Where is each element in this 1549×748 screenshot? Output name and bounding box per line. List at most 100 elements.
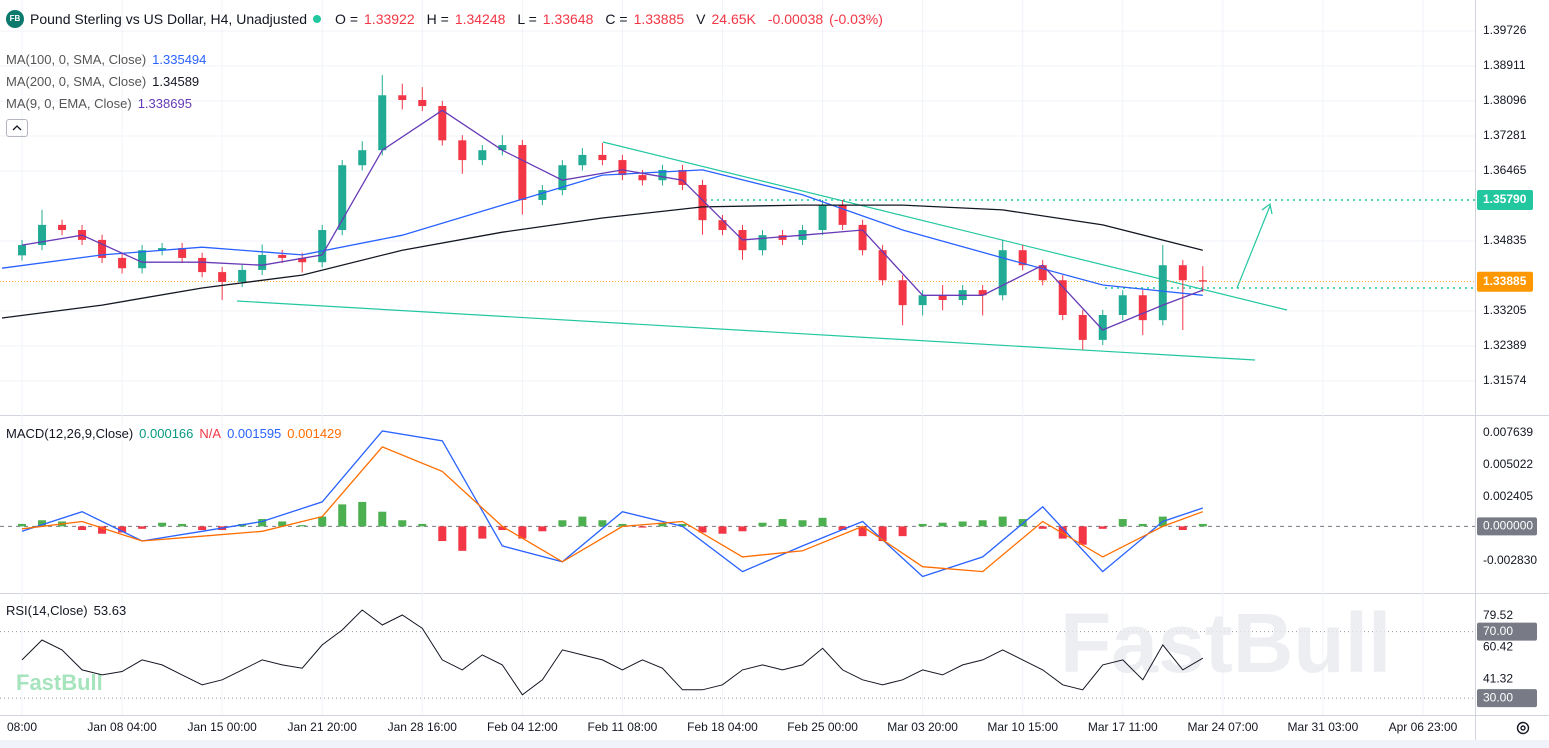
gear-hub[interactable] [1520, 725, 1526, 731]
indicator-value: 1.335494 [152, 51, 207, 67]
volume-value: 24.65K [711, 11, 756, 27]
macd-histogram-bar [18, 523, 27, 527]
macd-histogram-bar [358, 501, 367, 527]
candle-body [678, 169, 687, 185]
price-label: 1.33885 [1483, 274, 1527, 288]
candle-body [58, 224, 67, 231]
macd-histogram-bar [1198, 523, 1207, 527]
macd-histogram-bar [298, 525, 307, 527]
macd-histogram-bar [1138, 523, 1147, 527]
candle-body [718, 220, 727, 231]
arrow-head [1261, 202, 1273, 215]
settings-icon[interactable] [1516, 721, 1530, 735]
ohlc-key: O = [335, 11, 359, 27]
macd-histogram-bar [798, 520, 807, 527]
y-tick-label: 1.38096 [1483, 93, 1527, 107]
chart-header: FB Pound Sterling vs US Dollar, H4, Unad… [6, 10, 883, 28]
macd-histogram-bar [38, 520, 47, 527]
candle-body [378, 95, 387, 151]
gear[interactable] [1516, 721, 1530, 735]
ohlc-key: L = [517, 11, 537, 27]
macd-histogram-bar [338, 504, 347, 527]
change: -0.00038 [767, 11, 824, 27]
trend-line [236, 300, 1256, 361]
y-tick-label: 0.002405 [1483, 489, 1533, 503]
x-tick-label: Mar 31 03:00 [1288, 720, 1359, 734]
candle-body [258, 254, 267, 270]
macd-histogram-bar [938, 522, 947, 527]
macd-histogram-bar [318, 516, 327, 527]
candle-body [18, 245, 27, 256]
watermark: FastBull [1060, 596, 1391, 690]
candle-body [838, 205, 847, 225]
candle-body [138, 250, 147, 269]
tick-box [1477, 517, 1537, 536]
macd-histogram-bar [378, 511, 387, 527]
candle-body [438, 106, 447, 141]
y-tick-label: 1.38911 [1483, 58, 1526, 72]
x-tick-label: Mar 03 20:00 [887, 720, 958, 734]
marks [1, 75, 1207, 696]
candle-body [418, 99, 427, 107]
macd-histogram-bar [718, 526, 727, 534]
watermark: FastBull [16, 670, 103, 695]
y-tick-label: 79.52 [1483, 608, 1513, 622]
macd-histogram-bar [118, 526, 127, 533]
indicator-value: 1.34589 [152, 73, 200, 89]
candle-body [1058, 280, 1067, 316]
arrow [1236, 205, 1271, 289]
y-tick-label: 1.39726 [1483, 23, 1527, 37]
x-tick-label: Jan 21 20:00 [288, 720, 358, 734]
macd-histogram-bar [978, 520, 987, 527]
candle-body [458, 140, 467, 161]
ohlc-value: 1.33885 [633, 11, 685, 27]
macd-histogram-bar [998, 516, 1007, 527]
macd-legend: MACD(12,26,9,Close) 0.000166 N/A 0.001595 0… [6, 426, 342, 441]
candle-body [778, 235, 787, 240]
ohlc-value: 1.33648 [542, 11, 594, 27]
price-label-box [1477, 189, 1533, 210]
macd-histogram-bar [618, 523, 627, 527]
candle-body [918, 295, 927, 306]
x-tick-label: Mar 24 07:00 [1187, 720, 1258, 734]
candle-body [498, 145, 507, 151]
candle-body [878, 250, 887, 281]
rsi-line [21, 609, 1204, 696]
candle-body [278, 254, 287, 258]
y-tick-label: 0.007639 [1483, 425, 1533, 439]
macd-histogram-bar [1038, 526, 1047, 529]
macd-histogram-bar [1118, 519, 1127, 527]
macd-histogram-bar [158, 522, 167, 527]
macd-legend-value: 0.001429 [287, 426, 342, 441]
rsi-value: 53.63 [93, 603, 127, 618]
symbol-badge: FB [6, 10, 24, 28]
ohlc-value: 1.34248 [454, 11, 506, 27]
collapse-button[interactable] [6, 119, 28, 137]
x-tick-label: Feb 11 08:00 [588, 720, 658, 734]
candle-body [1038, 265, 1047, 281]
candle-body [158, 248, 167, 251]
indicator-legend: MA(100, 0, SMA, Close) 1.335494 MA(200, 0,… [6, 48, 206, 114]
indicator-name: MA(100, 0, SMA, Close) [6, 51, 147, 67]
macd-histogram-bar [858, 526, 867, 537]
macd-histogram-bar [178, 523, 187, 527]
y-tick-label: 1.37281 [1483, 128, 1527, 142]
y-tick-label: 60.42 [1483, 640, 1513, 654]
x-tick-label: Jan 28 16:00 [388, 720, 458, 734]
y-tick-label: -0.002830 [1483, 553, 1537, 567]
macd-histogram-bar [198, 526, 207, 531]
candle-body [38, 224, 47, 246]
candle-body [638, 175, 647, 181]
chevron[interactable] [7, 120, 27, 136]
macd-histogram-bar [518, 526, 527, 539]
macd-legend-value: N/A [199, 426, 222, 441]
candle-body [198, 257, 207, 273]
candle-body [978, 290, 987, 296]
tick-box [1477, 622, 1537, 641]
candle-body [1138, 295, 1147, 321]
tick-box [1477, 689, 1537, 708]
candle-body [318, 230, 327, 263]
candle-body [558, 165, 567, 191]
macd-histogram-bar [98, 526, 107, 534]
